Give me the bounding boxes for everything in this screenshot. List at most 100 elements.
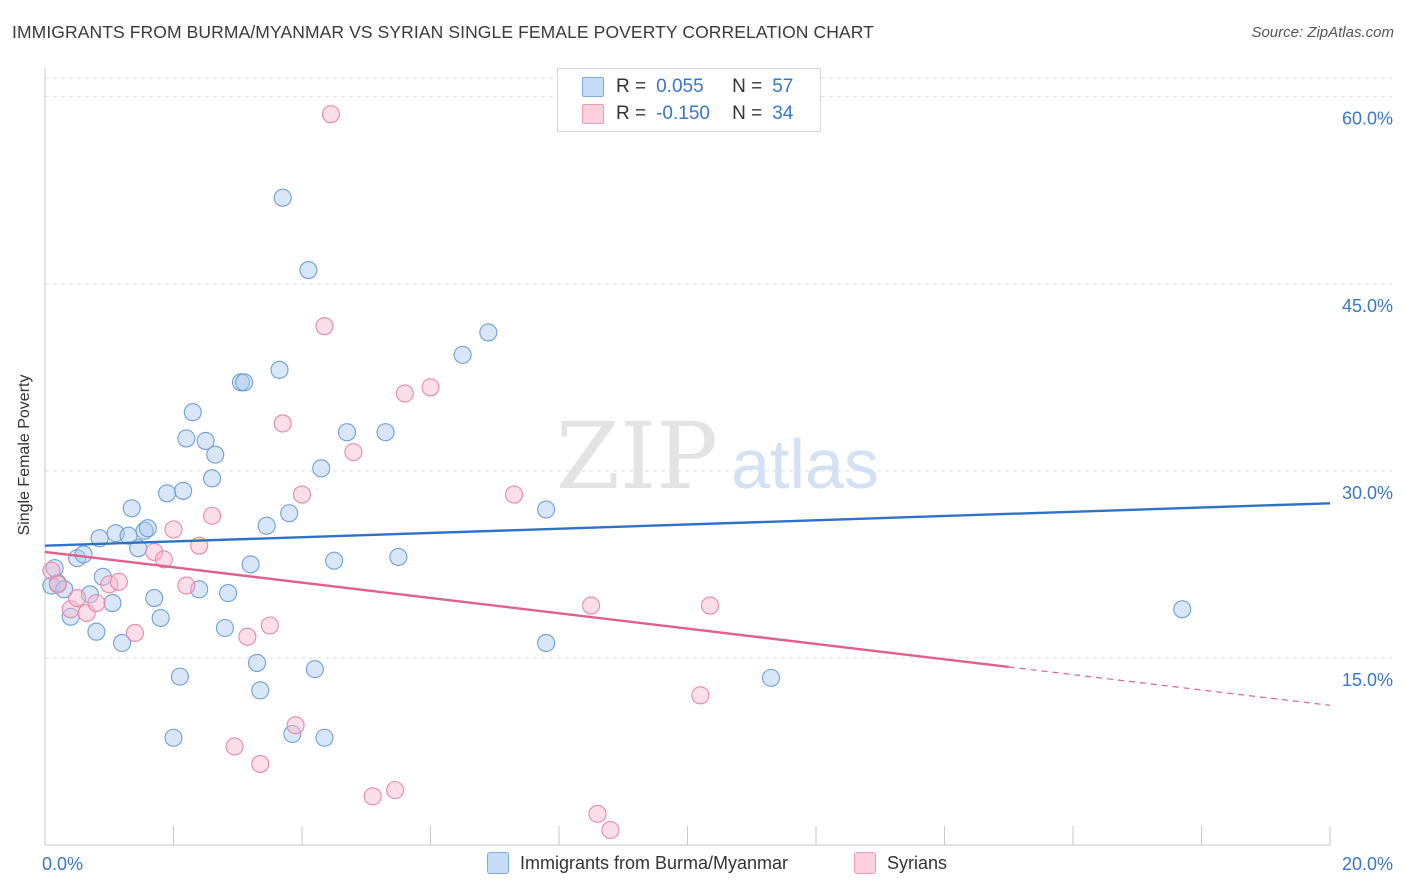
syrian-point xyxy=(700,596,720,615)
x-tick-label: 20.0% xyxy=(1342,854,1393,874)
syrian-point xyxy=(225,737,244,756)
y-tick-label: 15.0% xyxy=(1342,670,1393,690)
burma-point xyxy=(177,429,196,448)
legend-swatch-syrians xyxy=(854,852,876,874)
burma-point xyxy=(164,728,183,747)
watermark: ZIP atlas xyxy=(556,403,879,510)
burma-point xyxy=(145,589,164,608)
syrian-point xyxy=(691,686,710,705)
syrian-point xyxy=(273,414,292,433)
tick-labels: 15.0% 30.0% 45.0% 60.0% 0.0% 20.0% xyxy=(42,109,1393,874)
source-label: Source: ZipAtlas.com xyxy=(1251,24,1394,41)
legend-n-label: N = xyxy=(732,103,763,124)
burma-point xyxy=(312,459,331,478)
syrian-point xyxy=(582,596,601,615)
syrian-point xyxy=(286,716,305,735)
burma-point xyxy=(1173,600,1192,619)
burma-point xyxy=(247,653,267,672)
burma-point xyxy=(235,373,254,392)
legend-item-syrians[interactable]: Syrians xyxy=(854,852,947,874)
y-tick-label: 60.0% xyxy=(1342,109,1393,129)
burma-point xyxy=(305,660,324,679)
syrian-point xyxy=(154,550,173,569)
legend-r-value: -0.150 xyxy=(656,103,710,124)
burma-point xyxy=(280,504,299,523)
legend-row-burma: R = 0.055 N = 57 xyxy=(582,74,793,100)
watermark-atlas: atlas xyxy=(731,425,879,503)
burma-point xyxy=(151,608,170,628)
burma-point xyxy=(74,545,93,564)
burma-point xyxy=(257,516,276,535)
burma-point xyxy=(315,728,334,747)
burma-point xyxy=(135,521,154,540)
syrian-point xyxy=(164,520,183,539)
syrian-point xyxy=(203,506,222,525)
burma-point xyxy=(376,423,395,442)
syrian-point xyxy=(48,575,67,594)
burma-point xyxy=(113,633,132,653)
legend-r-value: 0.055 xyxy=(656,76,704,97)
data-points xyxy=(42,105,1192,840)
correlation-legend: R = 0.055 N = 57 R = -0.150 N = 34 xyxy=(557,68,821,132)
syrian-point xyxy=(145,542,164,561)
syrian-point xyxy=(321,105,340,124)
burma-point xyxy=(273,188,292,207)
syrian-point xyxy=(315,317,334,336)
syrian-point xyxy=(292,485,312,504)
legend-swatch-syrians xyxy=(582,104,604,124)
burma-point xyxy=(251,681,270,700)
chart-title: IMMIGRANTS FROM BURMA/MYANMAR VS SYRIAN … xyxy=(12,22,874,42)
burma-point xyxy=(453,345,472,364)
burma-point xyxy=(215,618,234,638)
legend-n-value: 57 xyxy=(772,76,794,97)
syrian-point xyxy=(238,627,257,646)
legend-r-label: R = xyxy=(616,76,647,97)
burma-point xyxy=(299,261,318,280)
syrian-point xyxy=(77,603,96,623)
syrian-point xyxy=(363,787,382,806)
syrian-point xyxy=(68,589,87,608)
burma-point xyxy=(138,519,157,538)
legend-row-syrians: R = -0.150 N = 34 xyxy=(582,101,793,127)
syrian-trend-line-extension xyxy=(1008,666,1331,706)
syrian-trend-line xyxy=(44,550,1009,669)
burma-point xyxy=(219,584,238,603)
syrian-point xyxy=(177,576,196,595)
legend-r-label: R = xyxy=(616,103,647,124)
burma-point xyxy=(389,547,408,566)
burma-point xyxy=(537,500,556,519)
x-tick-label: 0.0% xyxy=(42,854,83,874)
burma-trend-line xyxy=(44,502,1331,547)
syrian-point xyxy=(588,804,607,823)
burma-point xyxy=(170,667,189,686)
syrian-point xyxy=(109,572,128,591)
burma-point xyxy=(537,633,556,653)
burma-point xyxy=(93,567,112,586)
burma-point xyxy=(90,529,109,548)
burma-point xyxy=(119,526,138,545)
syrian-point xyxy=(87,594,106,613)
legend-label-syrians: Syrians xyxy=(887,852,948,873)
syrian-point xyxy=(344,443,363,462)
legend-swatch-burma xyxy=(487,852,509,874)
burma-point xyxy=(158,484,177,503)
watermark-zip: ZIP xyxy=(556,403,718,510)
axes xyxy=(44,68,1331,846)
legend-item-burma[interactable]: Immigrants from Burma/Myanmar xyxy=(487,852,788,874)
burma-point xyxy=(203,469,222,488)
syrian-point xyxy=(251,754,270,773)
burma-point xyxy=(196,431,215,450)
burma-point xyxy=(241,555,260,574)
burma-point xyxy=(761,668,781,687)
burma-point xyxy=(174,481,193,500)
legend-swatch-burma xyxy=(582,77,604,97)
burma-point xyxy=(270,360,289,379)
syrian-point xyxy=(395,384,414,403)
legend-n-value: 34 xyxy=(772,103,794,124)
syrian-point xyxy=(125,623,144,643)
syrian-point xyxy=(601,820,620,840)
legend-n-label: N = xyxy=(732,76,763,97)
burma-point xyxy=(325,551,344,570)
syrian-point xyxy=(504,485,524,504)
